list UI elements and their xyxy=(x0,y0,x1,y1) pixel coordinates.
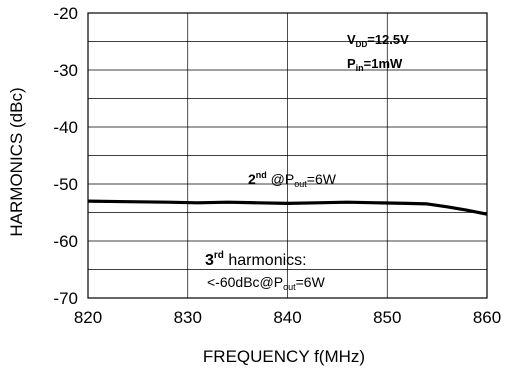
third-harmonic-label-line1: 3rd harmonics: xyxy=(205,250,307,269)
condition-vdd-rest: =12.5V xyxy=(367,32,409,47)
condition-vdd-sub: DD xyxy=(356,40,368,49)
x-tick-label: 820 xyxy=(74,308,102,327)
third-label-base: 3 xyxy=(205,252,214,269)
x-axis-ticks: 820 830 840 850 860 xyxy=(74,308,501,327)
y-tick-label: -70 xyxy=(53,289,78,308)
second-label-sub: out xyxy=(294,179,307,189)
third-label-rest: harmonics: xyxy=(224,252,307,269)
second-label-mid: @P xyxy=(267,171,294,187)
second-harmonic-label: 2nd @Pout=6W xyxy=(248,170,337,189)
condition-pin-label: Pin=1mW xyxy=(347,56,403,73)
x-tick-label: 850 xyxy=(373,308,401,327)
second-label-base: 2 xyxy=(248,171,256,187)
y-axis-title: HARMONICS (dBc) xyxy=(7,87,26,236)
condition-pin-rest: =1mW xyxy=(364,56,403,71)
x-tick-label: 840 xyxy=(273,308,301,327)
third-line2-rest: =6W xyxy=(296,274,326,290)
third-harmonic-label-line2: <-60dBc@Pout=6W xyxy=(207,274,326,292)
third-label-sup: rd xyxy=(214,250,224,261)
y-tick-label: -30 xyxy=(53,61,78,80)
condition-pin-sub: in xyxy=(356,63,364,73)
y-tick-label: -40 xyxy=(53,118,78,137)
y-tick-label: -60 xyxy=(53,232,78,251)
third-line2-base: <-60dBc@P xyxy=(207,274,283,290)
x-axis-title: FREQUENCY f(MHz) xyxy=(203,347,365,366)
third-line2-sub: out xyxy=(283,282,296,292)
x-tick-label: 830 xyxy=(174,308,202,327)
y-axis-ticks: -20 -30 -40 -50 -60 -70 xyxy=(53,4,78,308)
second-label-sup: nd xyxy=(256,170,267,180)
condition-vdd-base: V xyxy=(347,32,356,47)
x-tick-label: 860 xyxy=(473,308,501,327)
plot-frame xyxy=(87,12,488,299)
y-tick-label: -50 xyxy=(53,175,78,194)
series-line-second-harmonic xyxy=(87,199,488,216)
condition-pin-base: P xyxy=(347,56,356,71)
second-label-rest: =6W xyxy=(307,171,337,187)
y-tick-label: -20 xyxy=(53,4,78,23)
condition-vdd-label: VDD=12.5V xyxy=(347,32,409,49)
series-layer xyxy=(87,199,488,216)
